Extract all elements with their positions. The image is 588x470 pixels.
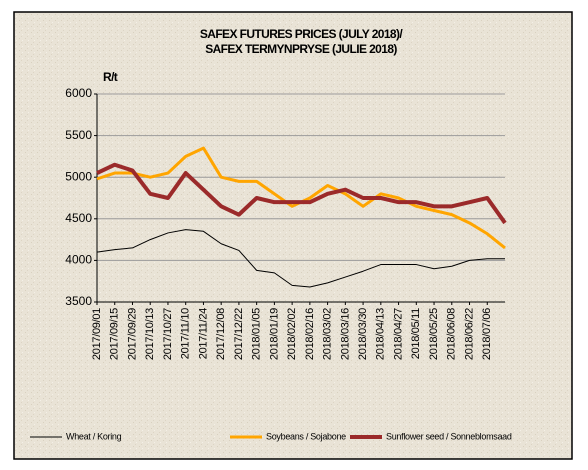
x-tick-label: 2017/09/29 [126,308,138,360]
y-tick-label: 3500 [65,294,92,308]
x-tick-label: 2018/03/30 [357,308,369,360]
y-tick-label: 5500 [65,128,92,142]
x-tick-label: 2018/01/19 [268,308,280,360]
y-tick-label: 6000 [65,86,92,100]
legend-label: Sunflower seed / Sonneblomsaad [386,431,512,441]
legend-label: Wheat / Koring [66,431,122,441]
legend-label: Soybeans / Sojabone [266,431,346,441]
x-tick-label: 2017/11/24 [197,308,209,359]
x-tick-label: 2018/05/25 [428,308,440,360]
chart-title: SAFEX FUTURES PRICES (JULY 2018)/ [200,27,404,41]
y-axis-label: R/t [103,70,118,84]
series-line [96,162,507,225]
x-tick-label: 2018/04/13 [375,308,387,360]
x-tick-label: 2018/02/16 [304,308,316,360]
y-tick-label: 4500 [65,211,92,225]
series-line [96,229,505,288]
chart-frame [13,11,573,460]
x-tick-label: 2018/02/02 [286,308,298,360]
x-tick-label: 2018/03/02 [322,308,334,360]
chart-title: SAFEX TERMYNPRYSE (JULIE 2018) [205,42,397,56]
x-tick-label: 2017/09/15 [109,308,121,360]
x-tick-label: 2017/12/08 [215,308,227,360]
x-tick-label: 2018/06/08 [446,308,458,360]
x-tick-label: 2018/04/27 [392,308,404,360]
x-tick-label: 2017/09/01 [91,308,103,360]
x-tick-label: 2017/12/22 [233,308,245,360]
x-tick-label: 2017/10/13 [144,308,156,360]
x-tick-label: 2018/01/05 [251,308,263,360]
y-tick-label: 4000 [65,253,92,267]
x-tick-label: 2017/10/27 [162,308,174,360]
x-tick-label: 2018/06/22 [463,308,475,360]
y-tick-label: 5000 [65,169,92,183]
x-tick-label: 2018/05/11 [410,308,422,359]
x-tick-label: 2017/11/10 [180,308,192,359]
x-tick-label: 2018/03/16 [339,308,351,360]
x-tick-label: 2018/07/06 [481,308,493,360]
